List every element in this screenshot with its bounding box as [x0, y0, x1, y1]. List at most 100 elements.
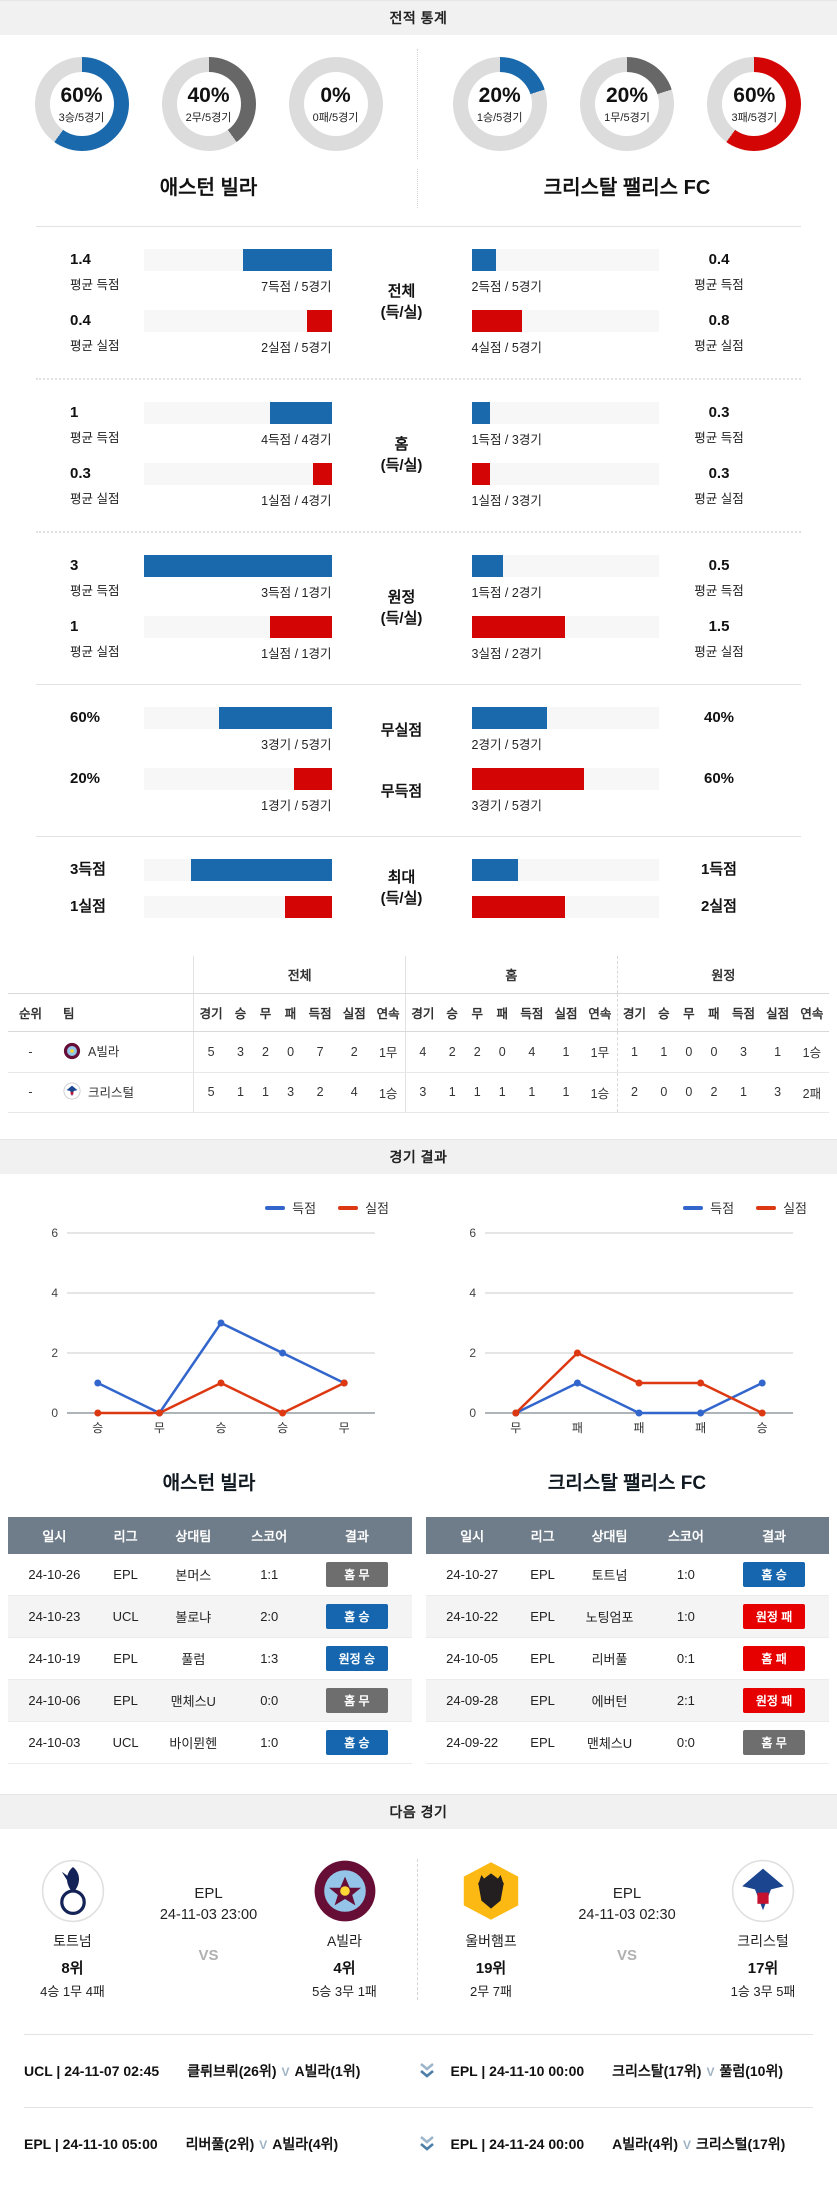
next-match-info: EPL 24-11-03 02:30 VS	[572, 1859, 682, 2000]
home-conceded-bar	[269, 616, 332, 638]
stat-value: 0.3	[70, 465, 91, 482]
result-badge: 원정 패	[743, 1688, 806, 1713]
standings-row-aston-villa: - A빌라 5 3 2 0 7 2 1무 4 2 2 0 4 1 1무 1 1 0 0 3 1 1승	[8, 1031, 829, 1073]
fixture-team: 풀럼(10위)	[719, 2063, 783, 2079]
svg-text:2: 2	[469, 1346, 476, 1360]
col-rank: 순위	[8, 993, 54, 1032]
stat-value: 1.5	[708, 618, 730, 635]
results-section-header: 경기 결과	[0, 1139, 837, 1174]
away-team-chart: 득점 실점 0 2 4 6 무 패 패 패 승 크리스탈 팰리스 FC	[418, 1184, 836, 1509]
legend-label: 득점	[292, 1201, 317, 1216]
fixture-meta: UCL | 24-11-07 02:45	[24, 2063, 160, 2079]
double-down-chevron-icon	[419, 2135, 435, 2153]
away-goals-bar	[471, 249, 496, 271]
fixture-meta: EPL | 24-11-10 05:00	[24, 2136, 158, 2152]
donut-percent: 0%	[320, 83, 351, 107]
away-win-donut: 20% 1승/5경기	[452, 57, 547, 151]
wolves-logo-icon	[459, 1859, 523, 1931]
donut-percent: 40%	[187, 83, 230, 107]
donut-label: 1승/5경기	[476, 111, 523, 124]
bar-track	[144, 310, 332, 332]
compare-section-home: 1 평균 득점 4득점 / 4경기 홈 (득/실) 1득점 / 3경기 0.3 평균 …	[0, 380, 837, 531]
home-noscore-bar	[294, 768, 332, 790]
stat-value: 3	[70, 557, 79, 574]
away-max-conceded-bar	[471, 896, 566, 918]
home-conceded-bar	[307, 310, 332, 332]
fixture-team: A빌라(4위)	[272, 2136, 339, 2152]
bar-track	[471, 896, 659, 918]
compare-section-cleansheet: 60% 3경기 / 5경기 무실점 2경기 / 5경기 40% 20% 1경기 …	[0, 685, 837, 836]
next-section-header: 다음 경기	[0, 1794, 837, 1829]
team-rank: 19위	[475, 1960, 507, 1977]
fixture-team: 크리스탈(17위)	[612, 2063, 702, 2079]
fixture-meta: EPL | 24-11-24 00:00	[450, 2136, 585, 2152]
section-center-label: 홈 (득/실)	[380, 436, 423, 474]
match-row: 24-10-27 EPL 토트넘 1:0 홈 승	[425, 1554, 829, 1596]
chart-title-home: 애스턴 빌라	[162, 1473, 256, 1494]
home-team-name: 애스턴 빌라	[0, 169, 418, 208]
tottenham-logo-icon	[41, 1859, 105, 1931]
bar-sublabel: 1경기 / 5경기	[261, 799, 332, 813]
stat-label: 평균 득점	[694, 431, 744, 445]
result-badge: 홈 무	[743, 1730, 806, 1755]
result-badge: 홈 승	[325, 1604, 388, 1629]
home-goals-bar	[269, 402, 332, 424]
home-cleansheet-bar	[219, 707, 332, 729]
compare-section-overall: 1.4 평균 득점 7득점 / 5경기 전체 (득/실) 2득점 / 5경기 0.4…	[0, 227, 837, 378]
next-match-home-team: 울버햄프 19위 2무 7패	[436, 1859, 546, 2000]
match-datetime: 24-11-03 23:00	[159, 1907, 258, 1923]
svg-text:4: 4	[51, 1286, 58, 1300]
away-draw-donut: 20% 1무/5경기	[579, 57, 674, 151]
donut-percent: 60%	[733, 83, 776, 107]
next-match-home-team: 토트넘 8위 4승 1무 4패	[18, 1859, 128, 2000]
stat-value: 1득점	[701, 861, 737, 878]
home-conceded-bar	[312, 463, 332, 485]
bar-track	[144, 768, 332, 790]
next-matches-row: 토트넘 8위 4승 1무 4패 EPL 24-11-03 23:00 VS A빌…	[0, 1829, 837, 2034]
svg-text:승: 승	[215, 1421, 226, 1435]
conceded-legend-swatch	[338, 1205, 359, 1210]
svg-text:무: 무	[154, 1421, 165, 1435]
team-name: A빌라	[326, 1933, 363, 1949]
away-conceded-bar	[471, 616, 566, 638]
home-match-table: 일시 리그 상대팀 스코어 결과 24-10-26 EPL 본머스 1:1 홈 무 24-10-…	[8, 1517, 412, 1764]
stat-value: 0.3	[708, 465, 730, 482]
stat-label: 평균 득점	[694, 278, 744, 292]
stat-label: 평균 실점	[70, 645, 120, 659]
next-match-2: 울버햄프 19위 2무 7패 EPL 24-11-03 02:30 VS 크리스…	[418, 1859, 836, 2000]
bar-sublabel: 4실점 / 5경기	[471, 341, 542, 355]
svg-text:무: 무	[339, 1421, 350, 1435]
bar-sublabel: 2경기 / 5경기	[471, 738, 542, 752]
result-badge: 홈 승	[325, 1730, 388, 1755]
donut-percent: 20%	[605, 83, 648, 107]
svg-text:무: 무	[510, 1421, 521, 1435]
bar-sublabel: 3경기 / 5경기	[261, 738, 332, 752]
compare-section-away: 3 평균 득점 3득점 / 1경기 원정 (득/실) 1득점 / 2경기 0.5 평균…	[0, 533, 837, 684]
double-down-chevron-icon	[419, 2062, 435, 2080]
chart-legend: 득점 실점	[29, 1198, 389, 1217]
goals-legend-swatch	[683, 1205, 704, 1210]
team-name: 크리스털	[88, 1085, 135, 1100]
home-team-donuts: 60% 3승/5경기 40% 2무/5경기 0% 0패/5경기	[0, 49, 418, 159]
stat-label: 평균 실점	[70, 492, 120, 506]
away-line-chart: 0 2 4 6 무 패 패 패 승	[447, 1219, 807, 1452]
bar-track	[144, 249, 332, 271]
match-row: 24-09-28 EPL 에버턴 2:1 원정 패	[425, 1679, 829, 1722]
bar-track	[144, 463, 332, 485]
divider	[36, 836, 801, 837]
match-row: 24-10-22 EPL 노팅엄포 1:0 원정 패	[425, 1595, 829, 1638]
bar-track	[471, 249, 659, 271]
group-header-away: 원정	[616, 956, 829, 994]
stat-label: 평균 실점	[694, 645, 744, 659]
away-loss-donut: 60% 3패/5경기	[707, 57, 802, 151]
svg-text:6: 6	[51, 1226, 58, 1240]
match-tables-row: 일시 리그 상대팀 스코어 결과 24-10-26 EPL 본머스 1:1 홈 무 24-10-…	[0, 1513, 837, 1794]
league-label: EPL	[194, 1885, 223, 1902]
away-conceded-bar	[471, 463, 491, 485]
stat-value: 0.4	[70, 312, 91, 329]
league-label: EPL	[612, 1885, 642, 1902]
bar-sublabel: 3득점 / 1경기	[261, 586, 332, 600]
svg-text:승: 승	[92, 1421, 103, 1435]
legend-label: 실점	[365, 1201, 389, 1216]
svg-text:승: 승	[757, 1421, 768, 1435]
